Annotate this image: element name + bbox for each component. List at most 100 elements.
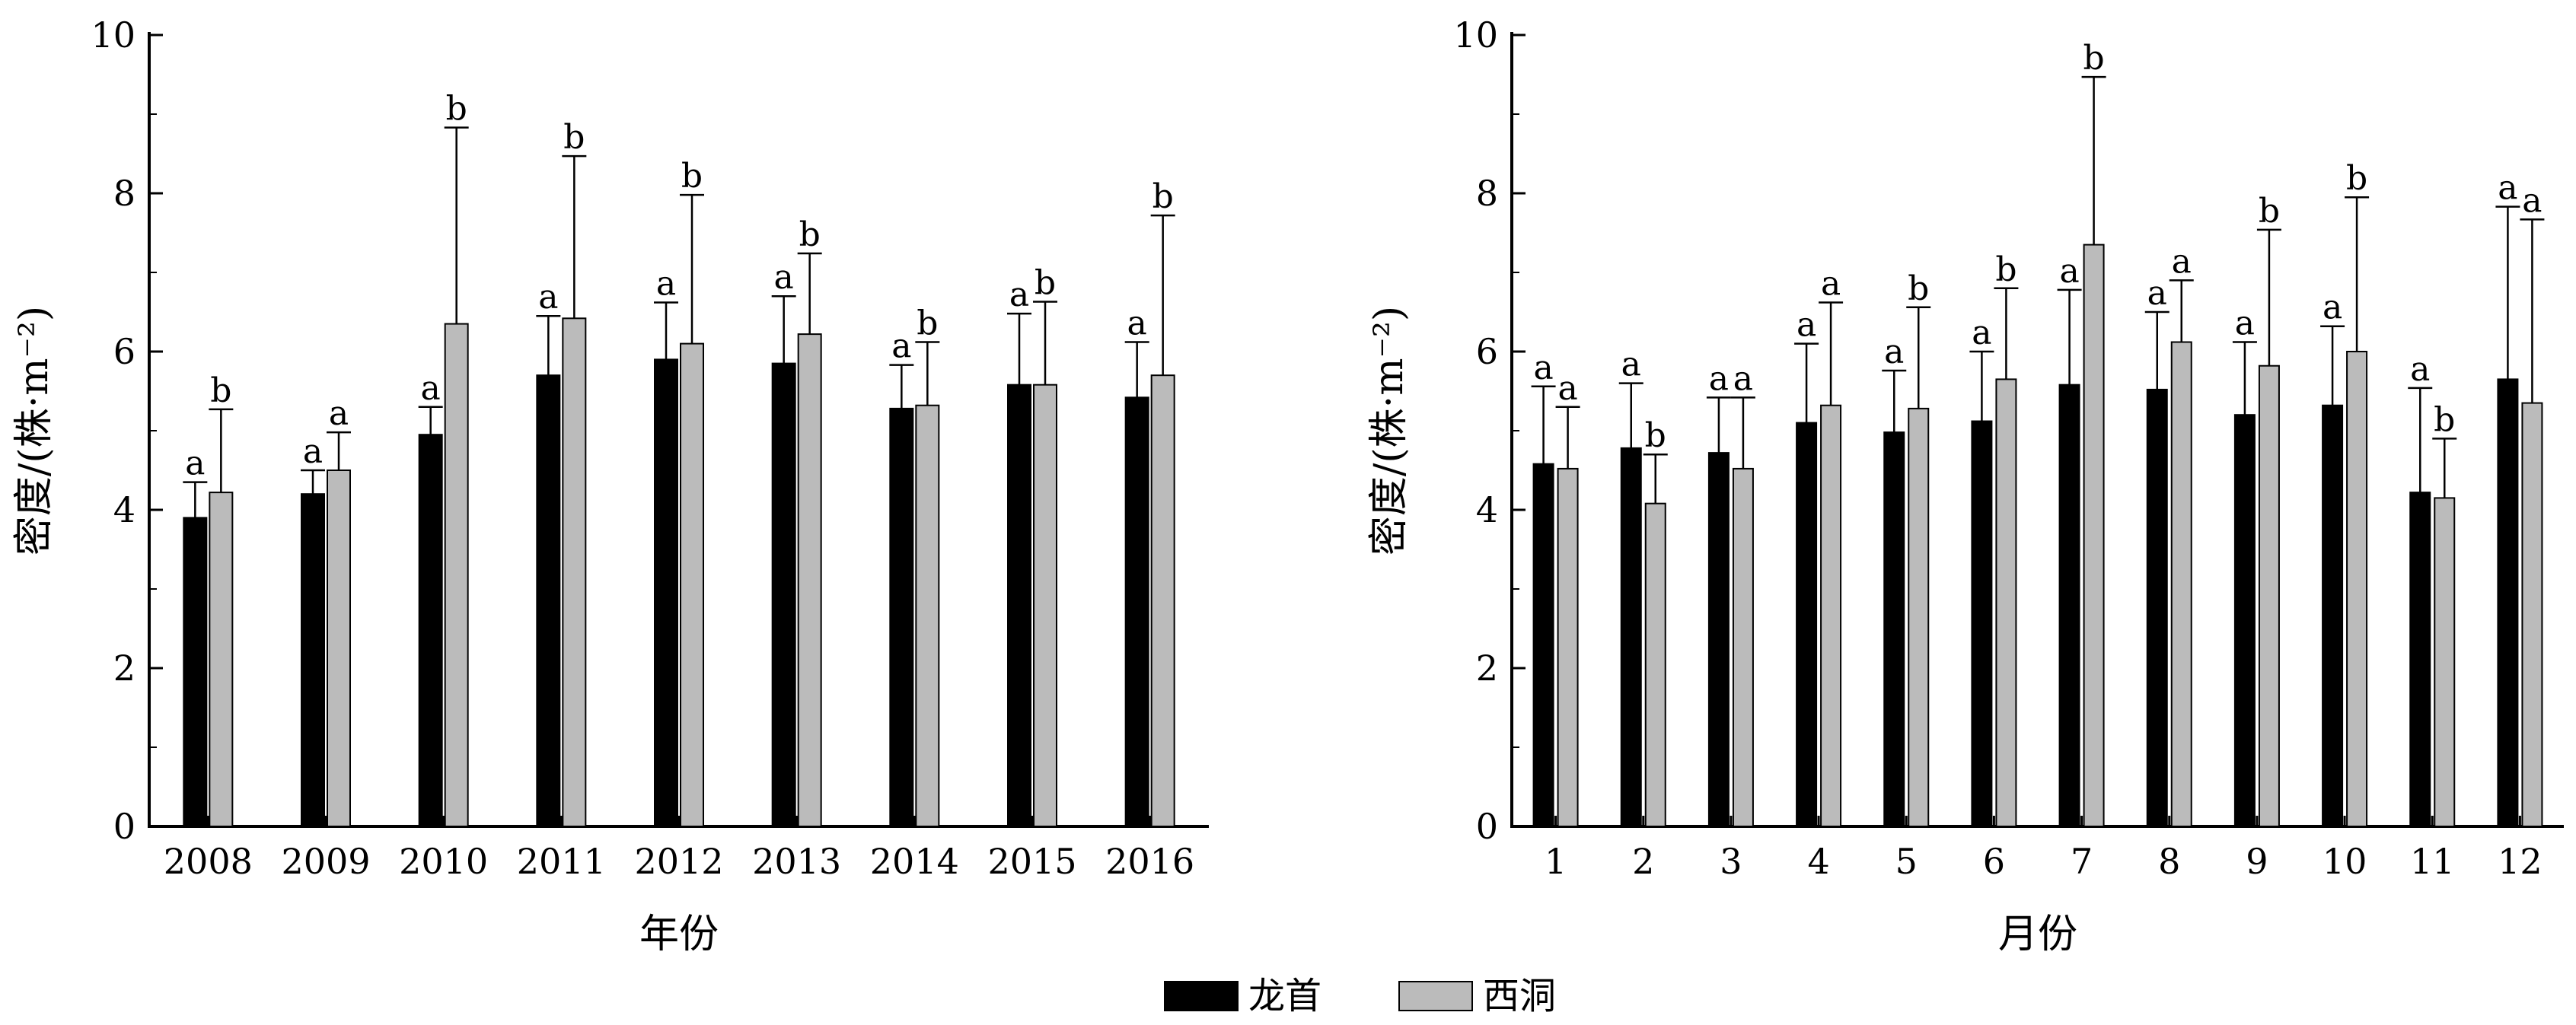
significance-label: a: [774, 258, 794, 297]
significance-label: a: [1821, 265, 1841, 304]
y-tick-label: 10: [91, 14, 135, 56]
x-tick-label: 2015: [987, 841, 1076, 882]
bar-longshou: [1620, 447, 1642, 827]
x-tick-label: 2009: [281, 841, 370, 882]
legend-swatch-xidong: [1398, 981, 1473, 1011]
x-tick-label: 5: [1895, 841, 1918, 882]
bar-longshou: [2497, 378, 2519, 827]
x-tick-label: 1: [1545, 841, 1567, 882]
x-tick-label: 3: [1720, 841, 1742, 882]
y-tick-label: 2: [1476, 648, 1498, 689]
significance-label: b: [563, 118, 585, 157]
bar-xidong: [2083, 244, 2105, 828]
significance-label: a: [538, 278, 558, 317]
bar-xidong: [2434, 497, 2456, 828]
significance-label: b: [799, 215, 821, 254]
significance-label: a: [2410, 350, 2430, 389]
legend: 龙首 西洞: [1164, 975, 1556, 1017]
significance-label: a: [1733, 359, 1753, 398]
significance-label: a: [1127, 304, 1147, 343]
bar-longshou: [536, 374, 561, 827]
significance-label: b: [2083, 39, 2104, 78]
y-tick-label: 4: [1476, 489, 1498, 530]
bar-xidong: [562, 317, 587, 827]
significance-label: b: [2346, 159, 2367, 198]
x-tick-label: 2008: [164, 841, 253, 882]
x-tick-label: 12: [2498, 841, 2543, 882]
y-tick-label: 10: [1453, 14, 1498, 56]
significance-label: b: [1035, 263, 1056, 302]
bar-xidong: [797, 333, 822, 827]
significance-label: a: [891, 327, 911, 366]
bar-xidong: [2346, 351, 2368, 827]
x-tick-label: 6: [1983, 841, 2005, 882]
bar-xidong: [1995, 378, 2017, 827]
bar-longshou: [889, 407, 914, 827]
significance-label: a: [2498, 169, 2517, 208]
x-tick-label: 2010: [399, 841, 488, 882]
significance-label: a: [1621, 345, 1641, 384]
bar-xidong: [1033, 384, 1057, 827]
significance-label: a: [1884, 333, 1904, 371]
significance-label: a: [2323, 288, 2342, 327]
x-tick-label: 2014: [870, 841, 959, 882]
significance-label: b: [1908, 269, 1929, 308]
x-tick-label: 2013: [752, 841, 841, 882]
significance-label: b: [2259, 192, 2280, 231]
x-tick-label: 11: [2410, 841, 2455, 882]
bar-xidong: [1820, 404, 1842, 827]
y-tick-label: 2: [113, 648, 135, 689]
bar-xidong: [209, 492, 234, 827]
legend-swatch-longshou: [1164, 981, 1239, 1011]
x-tick-label: 8: [2158, 841, 2180, 882]
bar-longshou: [183, 517, 208, 828]
significance-label: a: [1009, 275, 1029, 314]
bar-longshou: [654, 358, 678, 827]
bar-longshou: [418, 434, 443, 827]
bar-xidong: [1908, 407, 1930, 827]
x-axis-label: 月份: [1998, 912, 2077, 957]
x-tick-label: 4: [1807, 841, 1829, 882]
bar-longshou: [301, 493, 325, 827]
bar-xidong: [327, 470, 351, 827]
bar-longshou: [1124, 396, 1149, 827]
bar-xidong: [444, 323, 469, 828]
significance-label: b: [1995, 250, 2016, 289]
significance-label: b: [1153, 177, 1174, 216]
x-tick-label: 7: [2071, 841, 2093, 882]
bar-longshou: [1883, 431, 1905, 827]
bar-longshou: [1007, 384, 1031, 827]
significance-label: b: [917, 304, 938, 343]
bar-longshou: [1532, 463, 1554, 827]
bar-longshou: [771, 362, 796, 828]
significance-label: a: [2059, 252, 2079, 291]
significance-label: a: [303, 432, 323, 471]
y-axis-label: 密度/(株·m⁻²): [1366, 306, 1412, 555]
x-tick-label: 2012: [634, 841, 723, 882]
y-tick-label: 6: [1476, 331, 1498, 372]
bar-longshou: [1796, 422, 1818, 827]
bar-longshou: [2058, 384, 2080, 827]
bar-xidong: [1150, 374, 1175, 827]
significance-label: a: [421, 369, 441, 408]
significance-label: a: [1797, 306, 1816, 345]
significance-label: a: [1709, 359, 1729, 398]
bar-longshou: [2322, 404, 2344, 827]
legend-label-xidong: 西洞: [1483, 975, 1556, 1017]
x-tick-label: 2011: [517, 841, 606, 882]
significance-label: a: [329, 394, 349, 433]
bar-xidong: [1644, 502, 1666, 827]
x-tick-label: 2016: [1105, 841, 1194, 882]
bar-xidong: [2521, 402, 2543, 827]
significance-label: b: [1645, 416, 1666, 455]
y-tick-label: 8: [113, 173, 135, 214]
bar-xidong: [680, 342, 704, 828]
x-tick-label: 9: [2246, 841, 2268, 882]
significance-label: a: [2147, 274, 2167, 313]
y-tick-label: 6: [113, 331, 135, 372]
bar-xidong: [2258, 364, 2280, 828]
bar-xidong: [915, 404, 940, 827]
y-tick-label: 4: [113, 489, 135, 530]
